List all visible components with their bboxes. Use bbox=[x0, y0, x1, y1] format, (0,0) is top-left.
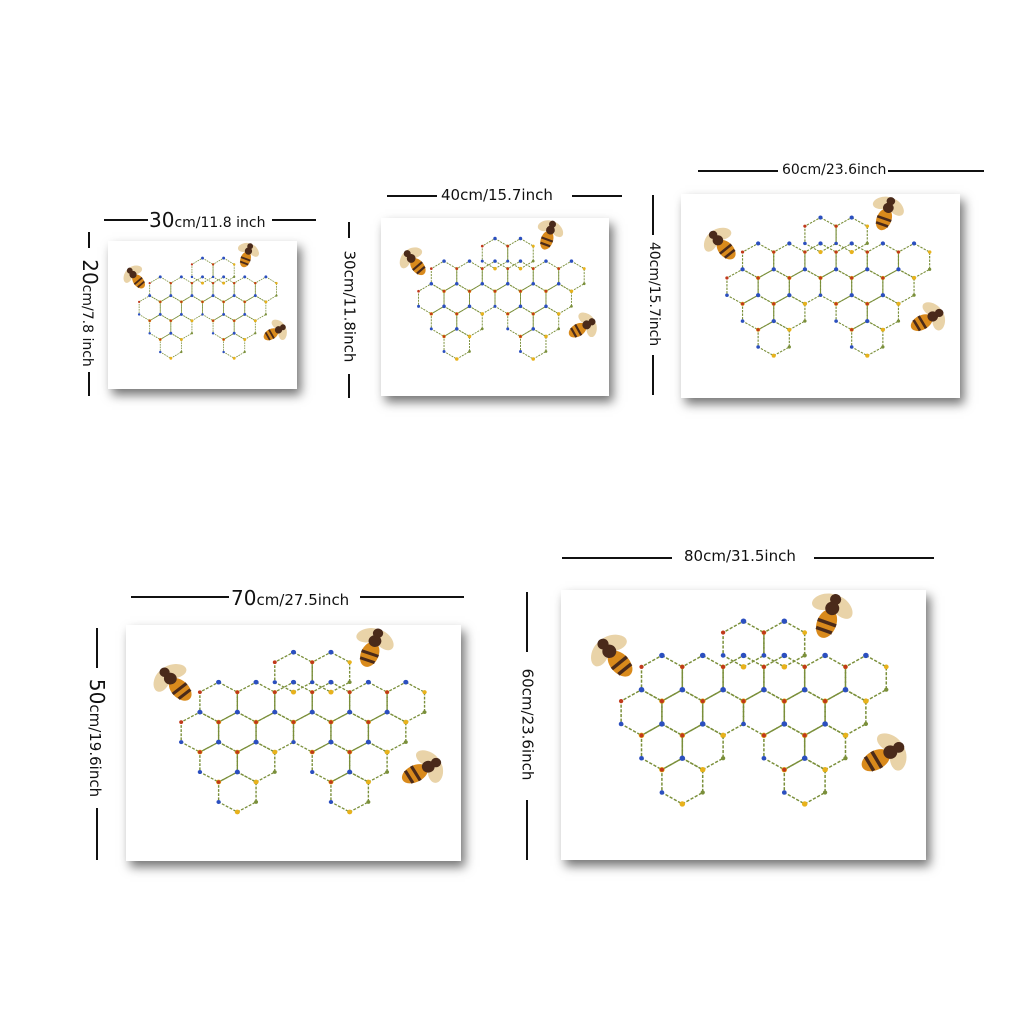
height-dimension-line bbox=[652, 195, 654, 235]
width-dimension-line bbox=[572, 195, 622, 197]
height-dimension-line bbox=[526, 592, 528, 652]
width-dimension-line bbox=[698, 170, 778, 172]
width-dimension-line bbox=[360, 596, 464, 598]
width-dimension-line bbox=[387, 195, 437, 197]
width-dimension-line bbox=[814, 557, 934, 559]
height-dimension-line bbox=[88, 232, 90, 248]
width-label: 60cm/23.6inch bbox=[782, 162, 887, 178]
honeycomb-bee-artwork bbox=[561, 590, 926, 860]
width-label: 70cm/27.5inch bbox=[231, 586, 350, 610]
height-label: 20cm/7.8 inch bbox=[78, 259, 102, 367]
canvas-print-70x50 bbox=[126, 625, 461, 861]
honeycomb-bee-artwork bbox=[126, 625, 461, 861]
honeycomb-bee-artwork bbox=[381, 218, 609, 396]
honeycomb-bee-artwork bbox=[108, 241, 297, 389]
canvas-print-40x30 bbox=[381, 218, 609, 396]
width-label: 80cm/31.5inch bbox=[684, 547, 796, 565]
width-dimension-line bbox=[104, 219, 148, 221]
height-dimension-line bbox=[348, 374, 350, 398]
width-dimension-line bbox=[562, 557, 672, 559]
width-label: 40cm/15.7inch bbox=[441, 186, 553, 204]
height-label: 40cm/15.7inch bbox=[646, 241, 662, 347]
height-label: 30cm/11.8inch bbox=[340, 250, 359, 363]
width-dimension-line bbox=[131, 596, 229, 598]
honeycomb-bee-artwork bbox=[681, 194, 960, 398]
height-label: 60cm/23.6inch bbox=[518, 668, 537, 781]
width-label: 30cm/11.8 inch bbox=[149, 208, 266, 232]
height-dimension-line bbox=[652, 355, 654, 395]
canvas-print-30x20 bbox=[108, 241, 297, 389]
height-label: 50cm/19.6inch bbox=[85, 678, 109, 798]
height-dimension-line bbox=[526, 800, 528, 860]
height-dimension-line bbox=[96, 628, 98, 668]
height-dimension-line bbox=[88, 372, 90, 396]
canvas-print-80x60 bbox=[561, 590, 926, 860]
width-dimension-line bbox=[272, 219, 316, 221]
canvas-print-60x40 bbox=[681, 194, 960, 398]
height-dimension-line bbox=[96, 808, 98, 860]
width-dimension-line bbox=[888, 170, 984, 172]
height-dimension-line bbox=[348, 222, 350, 238]
